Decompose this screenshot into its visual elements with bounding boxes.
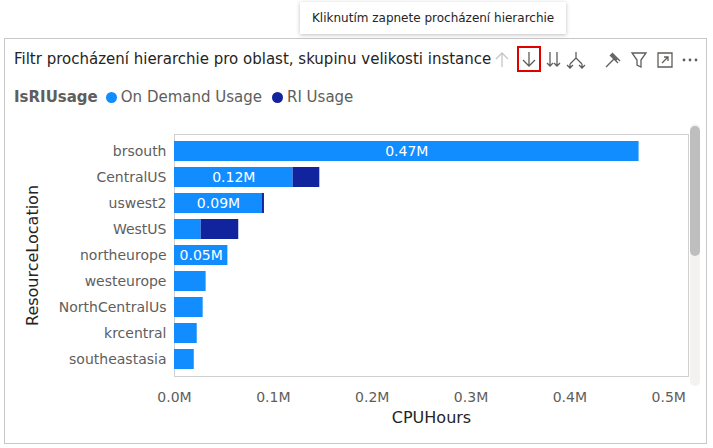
html-text:Kliknutím zapnete procházení h: Kliknutím zapnete procházení hierarchie <box>312 11 555 25</box>
svg-text:westeurope: westeurope <box>85 273 167 289</box>
html-text:IsRIUsage: IsRIUsage <box>14 88 98 106</box>
svg-text:0.12M: 0.12M <box>212 169 255 185</box>
html-text:Filtr procházení hierarchie pr: Filtr procházení hierarchie pro oblast, … <box>14 50 492 68</box>
svg-text:0.1M: 0.1M <box>256 389 290 405</box>
svg-text:0.4M: 0.4M <box>553 389 587 405</box>
svg-text:0.5M: 0.5M <box>652 389 686 405</box>
svg-text:northeurope: northeurope <box>80 247 167 263</box>
svg-text:NorthCentralUs: NorthCentralUs <box>59 299 167 315</box>
svg-text:0.09M: 0.09M <box>197 195 240 211</box>
svg-text:0.2M: 0.2M <box>355 389 389 405</box>
svg-text:CPUHours: CPUHours <box>392 408 471 427</box>
svg-text:CentralUS: CentralUS <box>96 169 166 185</box>
svg-text:0.0M: 0.0M <box>157 389 191 405</box>
svg-text:uswest2: uswest2 <box>109 195 167 211</box>
html-text:On Demand Usage: On Demand Usage <box>120 88 262 106</box>
svg-text:brsouth: brsouth <box>113 143 167 159</box>
svg-text:southeastasia: southeastasia <box>69 351 166 367</box>
svg-text:0.3M: 0.3M <box>454 389 488 405</box>
svg-text:krcentral: krcentral <box>104 325 166 341</box>
html-text:RI Usage: RI Usage <box>287 88 354 106</box>
svg-text:0.47M: 0.47M <box>385 143 428 159</box>
svg-text:WestUS: WestUS <box>113 221 167 237</box>
svg-text:0.05M: 0.05M <box>180 247 223 263</box>
svg-text:ResourceLocation: ResourceLocation <box>23 185 42 326</box>
